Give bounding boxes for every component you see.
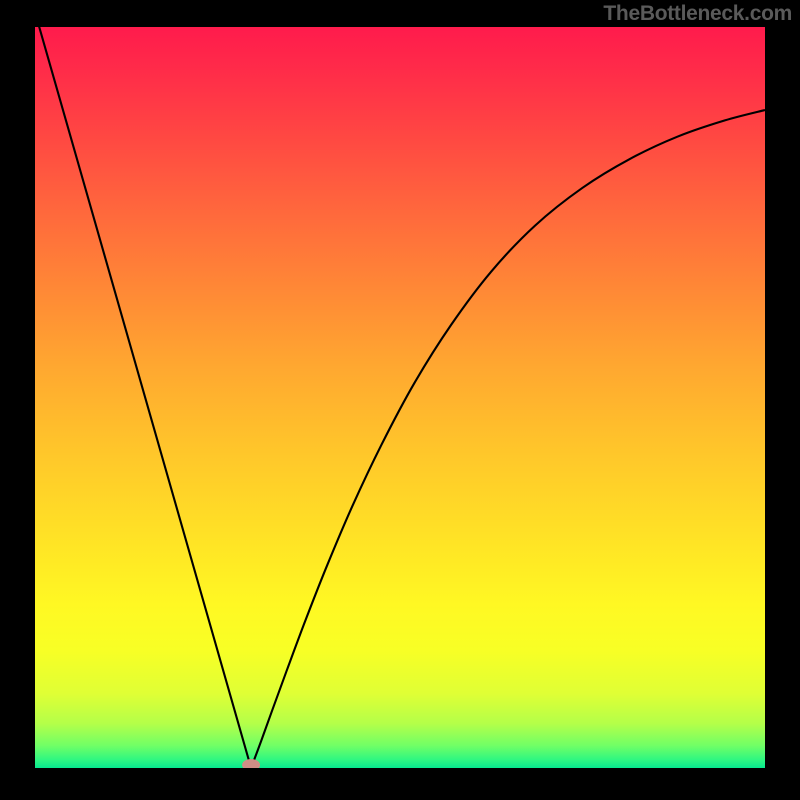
chart-container: TheBottleneck.com	[0, 0, 800, 800]
bottleneck-chart	[0, 0, 800, 800]
watermark-text: TheBottleneck.com	[603, 2, 792, 26]
